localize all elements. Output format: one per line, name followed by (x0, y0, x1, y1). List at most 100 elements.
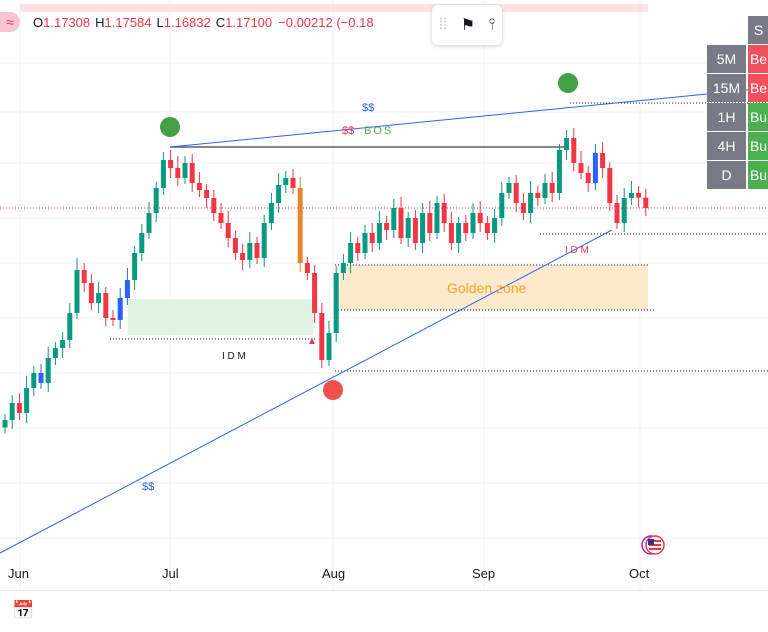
x-axis-label: Aug (322, 566, 346, 581)
candle (211, 198, 217, 213)
candle (520, 203, 526, 213)
candle (182, 163, 188, 178)
candle (218, 213, 224, 223)
drag-handle-icon[interactable]: ⁞⁞ (438, 16, 448, 33)
candle (326, 333, 332, 360)
idm-label: I D M (565, 245, 589, 256)
candle (362, 233, 368, 253)
timeframe-label: 4H (707, 132, 746, 160)
x-axis-label: Sep (472, 566, 496, 581)
x-axis-label: Jun (8, 566, 29, 581)
candle (88, 283, 94, 303)
timeframe-label: D (707, 161, 746, 189)
candle (434, 203, 440, 233)
candle (643, 197, 649, 208)
candle (492, 218, 498, 233)
open-value: 1.17308 (43, 14, 91, 30)
candle (261, 223, 267, 258)
candle (196, 183, 202, 190)
candle (319, 313, 325, 360)
candle (67, 313, 73, 340)
candle (9, 403, 15, 420)
candle (232, 238, 238, 253)
candle (132, 253, 138, 280)
lower-trendline (0, 229, 613, 554)
candle (528, 193, 534, 213)
x-axis-label: Oct (629, 566, 650, 581)
candle (441, 203, 447, 223)
candle (564, 138, 570, 150)
candle (571, 138, 577, 163)
candle (247, 243, 253, 260)
timeframe-label: 15M (707, 74, 746, 102)
floating-toolbar: ⁞⁞ ⚑ ⫯ (432, 5, 502, 45)
candle (484, 223, 490, 233)
candle (607, 168, 613, 203)
x-axis-label: Jul (162, 566, 179, 581)
candle (139, 233, 145, 253)
us-flag-icon[interactable] (640, 533, 666, 557)
candle (614, 203, 620, 223)
price-chart[interactable]: $$ $$ BOS $$ I D M I D M Golden zone (0, 0, 768, 590)
candle (240, 253, 246, 260)
candle (60, 340, 66, 348)
change-value: −0.00212 (−0.18 (278, 14, 374, 30)
candle (103, 293, 109, 318)
timeframe-label: 1H (707, 103, 746, 131)
candle (204, 190, 210, 198)
liq-label: $$ (362, 102, 374, 114)
liq-label: $$ (142, 481, 154, 493)
candle (369, 233, 375, 243)
flag-marker-icon[interactable]: ⚑ (460, 17, 476, 34)
trend-value: Be (748, 74, 768, 102)
candle (38, 373, 44, 383)
candle (463, 223, 469, 233)
divider (0, 590, 768, 591)
idm-label: I D M (222, 351, 246, 362)
candle (45, 358, 51, 383)
candle (470, 213, 476, 233)
candle (81, 270, 87, 283)
candle (31, 373, 37, 388)
candle (124, 280, 130, 298)
candle (117, 298, 123, 320)
candle (535, 193, 541, 198)
low-value: 1.16832 (163, 14, 211, 30)
candle (312, 273, 318, 313)
candle (621, 198, 627, 223)
calendar-range-icon[interactable]: 📅 (12, 600, 35, 620)
candle (348, 243, 354, 263)
candle (146, 213, 152, 233)
candle (585, 173, 591, 183)
bos-liq-label: $$ (342, 125, 354, 137)
top-highlight (20, 4, 648, 12)
demand-zone (128, 299, 313, 335)
idm-arrow (309, 338, 315, 344)
candle (189, 163, 195, 183)
candle (304, 263, 310, 273)
candle (405, 218, 411, 238)
candle (290, 178, 296, 188)
candle (391, 208, 397, 230)
candle (578, 163, 584, 173)
golden-zone-label: Golden zone (447, 280, 527, 296)
trend-value: Be (748, 45, 768, 73)
pin-icon[interactable]: ⫯ (488, 16, 496, 33)
candle (268, 203, 274, 223)
candle (384, 223, 390, 230)
candle (168, 160, 174, 168)
table-header: S (748, 16, 768, 44)
candle (333, 273, 339, 333)
candle (52, 348, 58, 358)
candle (592, 153, 598, 183)
close-value: 1.17100 (225, 14, 273, 30)
candle (499, 193, 505, 218)
trend-value: Bu (748, 132, 768, 160)
candle (225, 223, 231, 238)
wave-icon[interactable]: ≈ (0, 12, 20, 32)
candle (96, 293, 102, 303)
candle (636, 193, 642, 198)
candle (513, 183, 519, 203)
candle (340, 263, 346, 273)
candle (16, 403, 22, 413)
